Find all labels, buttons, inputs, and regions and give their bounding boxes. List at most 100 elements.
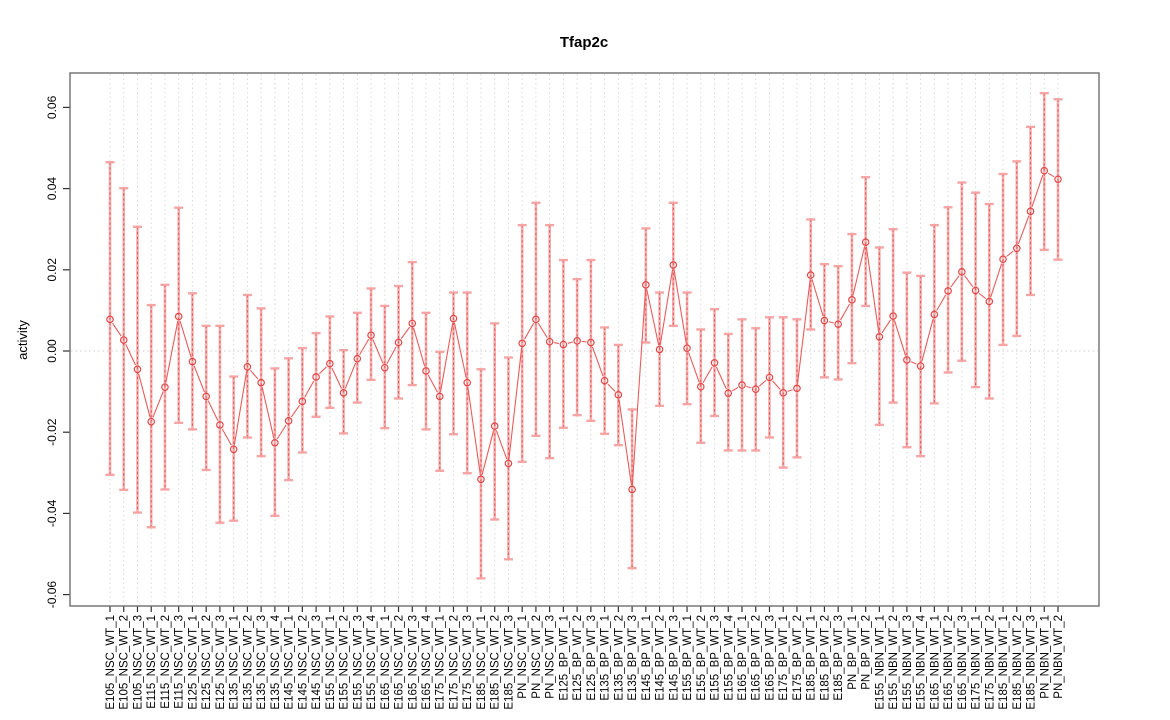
- line-segment: [591, 346, 604, 377]
- x-tick-label: E175_NSC_WT_1: [435, 615, 447, 710]
- data-point: [408, 319, 417, 328]
- line-segment: [1031, 174, 1044, 208]
- line-segment: [400, 326, 411, 340]
- x-tick-label: PN_NSC_WT_3: [545, 615, 557, 699]
- data-point: [298, 397, 307, 406]
- line-segment: [152, 391, 164, 418]
- line-segment: [673, 269, 687, 344]
- line-segment: [990, 263, 1003, 298]
- y-tick-label: 0.02: [45, 258, 59, 282]
- data-point: [889, 312, 897, 320]
- data-point: [669, 261, 678, 269]
- line-segment: [746, 385, 752, 389]
- data-point: [710, 358, 719, 367]
- x-tick-label: E145_BP_WT_1: [641, 615, 653, 701]
- data-point: [587, 338, 595, 347]
- data-point: [751, 385, 760, 393]
- x-tick-label: E185_BP_WT_1: [806, 615, 818, 701]
- y-tick-label: 0.00: [45, 339, 59, 363]
- x-tick-label: E125_NSC_WT_2: [201, 615, 213, 710]
- data-point: [724, 389, 733, 398]
- data-point: [449, 314, 458, 323]
- x-tick-label: E125_BP_WT_1: [558, 615, 570, 701]
- data-point: [903, 356, 911, 364]
- data-point: [958, 268, 966, 276]
- x-tick-label: E135_BP_WT_2: [613, 615, 625, 701]
- line-segment: [688, 352, 700, 383]
- data-point: [793, 384, 801, 393]
- y-tick-label: -0.04: [45, 499, 59, 527]
- line-segment: [950, 275, 960, 288]
- line-segment: [631, 289, 647, 485]
- data-point: [271, 438, 279, 447]
- data-point: [394, 338, 403, 347]
- x-tick-label: E105_NSC_WT_1: [105, 615, 117, 710]
- line-segment: [523, 323, 535, 340]
- data-point: [930, 310, 939, 319]
- data-point: [257, 378, 265, 387]
- line-segment: [881, 319, 892, 334]
- data-point: [326, 359, 334, 368]
- line-segment: [893, 320, 907, 356]
- connecting-line: [112, 172, 1055, 485]
- line-segment: [481, 430, 495, 475]
- line-segment: [249, 369, 259, 380]
- x-tick-label: PN_NBN_WT_2: [1053, 615, 1065, 699]
- data-point: [1040, 166, 1049, 175]
- x-tick-label: E175_NSC_WT_3: [462, 615, 474, 710]
- x-tick-label: E155_NBN_WT_3: [902, 615, 914, 710]
- x-tick-label: E135_NSC_WT_2: [242, 615, 254, 710]
- line-segment: [964, 275, 974, 288]
- data-point: [435, 392, 444, 401]
- data-point: [683, 344, 691, 352]
- data-point: [518, 339, 526, 348]
- line-segment: [331, 367, 343, 389]
- x-tick-label: E155_NSC_WT_3: [352, 615, 364, 710]
- data-point: [1012, 244, 1021, 253]
- data-point: [655, 345, 664, 354]
- line-segment: [413, 327, 426, 367]
- x-tick-label: E155_NBN_WT_4: [916, 614, 928, 709]
- data-point: [422, 367, 430, 375]
- line-segment: [359, 338, 370, 356]
- data-point: [916, 362, 925, 370]
- x-tick-label: E125_NSC_WT_3: [215, 615, 227, 710]
- line-segment: [618, 399, 632, 485]
- line-segment: [567, 341, 573, 344]
- y-axis-label: activity: [15, 320, 30, 360]
- x-tick-label: PN_BP_WT_2: [861, 615, 873, 690]
- data-point: [504, 459, 513, 468]
- line-segment: [1006, 250, 1014, 257]
- data-point: [532, 315, 540, 324]
- x-tick-label: E175_BP_WT_2: [792, 615, 804, 701]
- line-segment: [852, 246, 866, 296]
- x-tick-label: E125_BP_WT_2: [572, 615, 584, 701]
- x-tick-label: E145_NSC_WT_1: [284, 615, 296, 710]
- data-point: [642, 281, 650, 289]
- data-point: [600, 376, 609, 385]
- x-tick-label: E165_NSC_WT_2: [394, 615, 406, 710]
- x-tick-label: E135_BP_WT_3: [627, 615, 639, 701]
- line-segment: [646, 289, 660, 345]
- data-point: [380, 363, 389, 372]
- line-segment: [193, 365, 206, 393]
- x-tick-label: E155_BP_WT_1: [682, 615, 694, 701]
- x-tick-label: E165_NBN_WT_3: [957, 615, 969, 710]
- data-point: [229, 445, 238, 454]
- error-bars: [105, 91, 1063, 580]
- line-segment: [828, 321, 834, 324]
- data-point: [1026, 207, 1035, 216]
- x-tick-label: E155_NSC_WT_1: [325, 615, 337, 710]
- data-point: [545, 337, 554, 346]
- x-tick-label: E115_NSC_WT_3: [174, 615, 186, 709]
- data-point: [133, 365, 142, 374]
- x-tick-label: E165_BP_WT_1: [737, 615, 749, 701]
- data-point: [738, 381, 746, 389]
- x-tick-label: E135_NSC_WT_1: [229, 615, 241, 710]
- x-tick-label: E175_BP_WT_1: [778, 615, 790, 701]
- data-point: [119, 336, 128, 344]
- chart-title: Tfap2c: [560, 34, 608, 51]
- data-point: [106, 315, 114, 324]
